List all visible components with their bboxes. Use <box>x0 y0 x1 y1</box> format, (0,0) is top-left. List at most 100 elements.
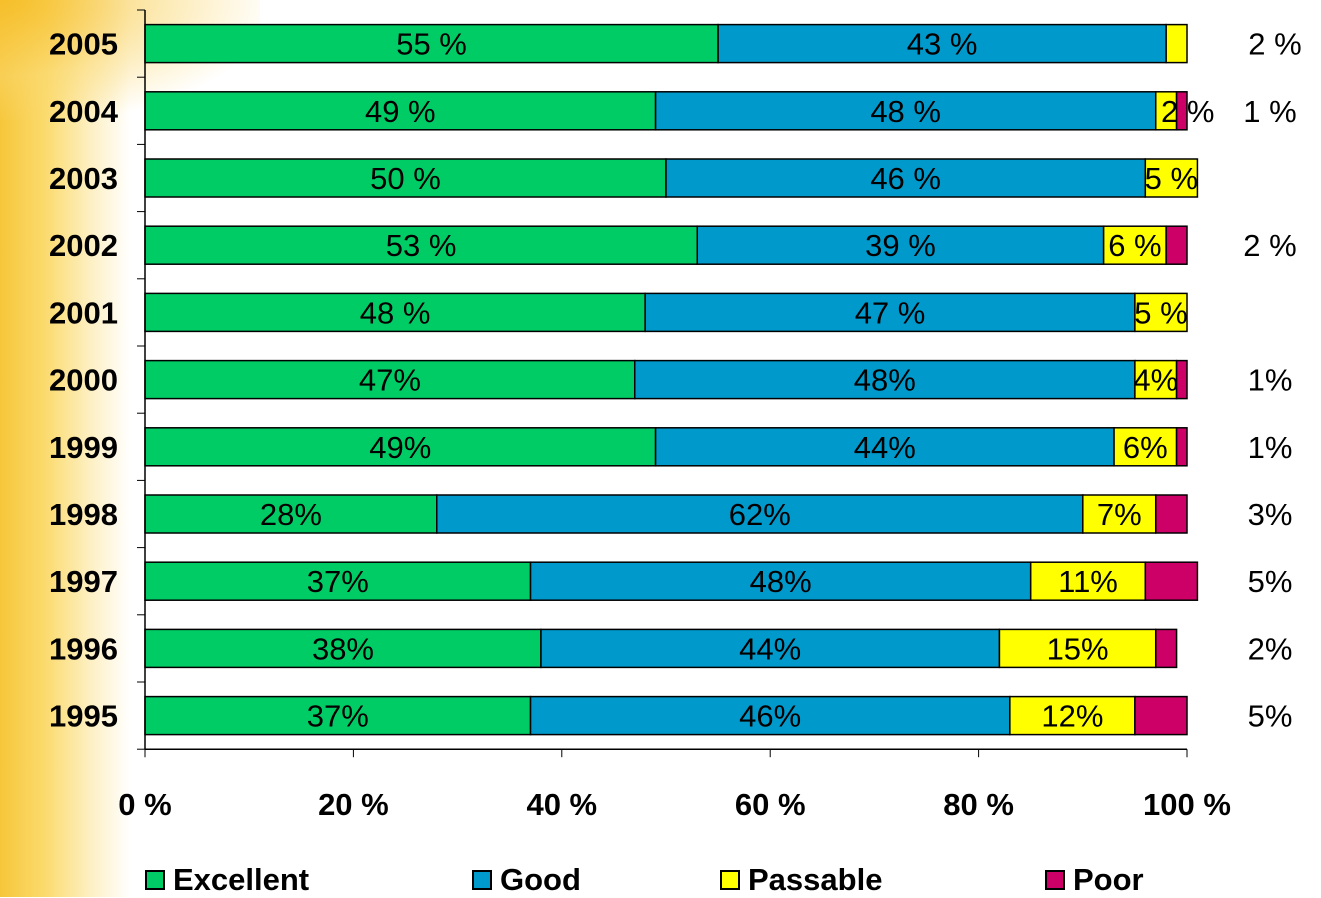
data-label-passable: 5 % <box>1145 161 1198 196</box>
data-label-excellent: 50 % <box>370 161 441 196</box>
data-label-good: 46 % <box>870 161 941 196</box>
data-label-poor: 5% <box>1248 699 1293 734</box>
bar-segment-poor <box>1154 494 1188 534</box>
bar-segment-passable <box>1082 494 1157 534</box>
data-label-poor: 3% <box>1248 497 1293 532</box>
bar-segment-excellent <box>144 359 636 400</box>
legend-item-good: Good <box>472 862 581 898</box>
data-label-excellent: 47% <box>359 363 421 398</box>
bar-row-1995: 1995 37% 46% 12% 5% <box>49 695 1293 736</box>
bar-segment-poor <box>1154 628 1178 669</box>
data-label-good: 43 % <box>907 27 978 62</box>
legend-swatch-poor <box>1045 870 1065 890</box>
legend-item-excellent: Excellent <box>145 862 309 898</box>
data-label-excellent: 37% <box>307 564 369 599</box>
category-label: 2002 <box>49 228 118 263</box>
data-label-poor: 5% <box>1248 564 1293 599</box>
x-tick-label: 0 % <box>118 787 171 822</box>
data-label-good: 62% <box>729 497 791 532</box>
data-label-poor: 1 % <box>1243 94 1296 129</box>
data-label-excellent: 48 % <box>360 295 431 330</box>
data-label-passable: 11% <box>1058 564 1118 599</box>
data-label-passable: 2 % <box>1248 27 1301 62</box>
legend-label-passable: Passable <box>748 862 883 897</box>
data-label-excellent: 49 % <box>365 94 436 129</box>
x-tick-label: 80 % <box>943 787 1014 822</box>
data-label-passable: 5 % <box>1134 295 1187 330</box>
data-label-good: 39 % <box>865 228 936 263</box>
bar-segment-good <box>540 628 1001 669</box>
bar-row-2000: 2000 47% 48% 4% 1% <box>49 359 1293 400</box>
data-label-passable: 6% <box>1123 430 1168 465</box>
bar-segment-passable <box>1029 561 1147 601</box>
category-label: 1995 <box>49 699 118 734</box>
bar-segment-poor <box>1165 225 1188 265</box>
data-label-good: 44% <box>739 631 801 666</box>
data-label-excellent: 53 % <box>386 228 457 263</box>
legend-label-excellent: Excellent <box>173 862 310 897</box>
bar-row-1996: 1996 38% 44% 15% 2% <box>49 628 1293 669</box>
data-label-passable: 6 % <box>1108 228 1161 263</box>
data-label-good: 48% <box>854 363 916 398</box>
data-label-poor: 2 % <box>1243 228 1296 263</box>
category-label: 1996 <box>49 631 118 666</box>
x-tick-label: 100 % <box>1143 787 1231 822</box>
data-label-excellent: 28% <box>260 497 322 532</box>
data-label-passable: 2 % <box>1161 94 1214 129</box>
bar-segment-poor <box>1175 427 1188 467</box>
bar-segment-poor <box>1144 561 1199 601</box>
data-label-good: 44% <box>854 430 916 465</box>
data-label-passable: 15% <box>1047 631 1109 666</box>
bar-row-2001: 2001 48 % 47 % 5 % <box>49 292 1188 333</box>
data-label-passable: 4% <box>1133 363 1178 398</box>
bar-row-2002: 2002 53 % 39 % 6 % 2 % <box>49 225 1297 265</box>
bar-segment-excellent <box>144 91 657 131</box>
bar-segment-poor <box>1175 359 1188 400</box>
bar-row-2005: 2005 55 % 43 % 2 % <box>49 23 1302 64</box>
bar-segment-good <box>654 91 1157 131</box>
bar-row-1997: 1997 37% 48% 11% 5% <box>49 561 1293 601</box>
category-label: 1998 <box>49 497 118 532</box>
legend-label-poor: Poor <box>1073 862 1144 897</box>
legend-item-passable: Passable <box>720 862 882 898</box>
data-label-good: 48 % <box>870 94 941 129</box>
bar-row-1998: 1998 28% 62% 7% 3% <box>49 494 1293 534</box>
bar-segment-excellent <box>144 23 719 64</box>
bar-segment-passable <box>1009 695 1136 736</box>
data-label-excellent: 37% <box>307 699 369 734</box>
category-label: 1997 <box>49 564 118 599</box>
bar-segment-good <box>633 359 1136 400</box>
data-label-excellent: 55 % <box>396 27 467 62</box>
data-label-excellent: 49% <box>369 430 431 465</box>
bar-segment-passable <box>1165 23 1188 64</box>
data-label-poor: 2% <box>1248 631 1293 666</box>
data-label-good: 47 % <box>855 295 926 330</box>
x-tick-label: 60 % <box>735 787 806 822</box>
bar-segment-poor <box>1175 91 1188 131</box>
bar-row-2003: 2003 50 % 46 % 5 % <box>49 158 1199 198</box>
bar-segment-excellent <box>144 427 657 467</box>
data-label-poor: 1% <box>1248 363 1293 398</box>
bar-segment-excellent <box>144 628 542 669</box>
data-label-good: 48% <box>750 564 812 599</box>
data-label-passable: 7% <box>1097 497 1142 532</box>
legend-swatch-good <box>472 870 492 890</box>
background-gradient <box>0 0 130 897</box>
data-label-passable: 12% <box>1041 699 1103 734</box>
bar-row-2004: 2004 49 % 48 % 2 % 1 % <box>49 91 1297 131</box>
legend-item-poor: Poor <box>1045 862 1144 898</box>
category-label: 2001 <box>49 295 118 330</box>
bar-segment-good <box>529 695 1011 736</box>
category-label: 2000 <box>49 363 118 398</box>
category-label: 1999 <box>49 430 118 465</box>
category-label: 2005 <box>49 27 118 62</box>
bar-segment-poor <box>1134 695 1188 736</box>
x-tick-label: 20 % <box>318 787 389 822</box>
data-label-good: 46% <box>739 699 801 734</box>
category-label: 2004 <box>49 94 119 129</box>
legend-label-good: Good <box>500 862 581 897</box>
legend-swatch-passable <box>720 870 740 890</box>
legend-swatch-excellent <box>145 870 165 890</box>
data-label-excellent: 38% <box>312 631 374 666</box>
